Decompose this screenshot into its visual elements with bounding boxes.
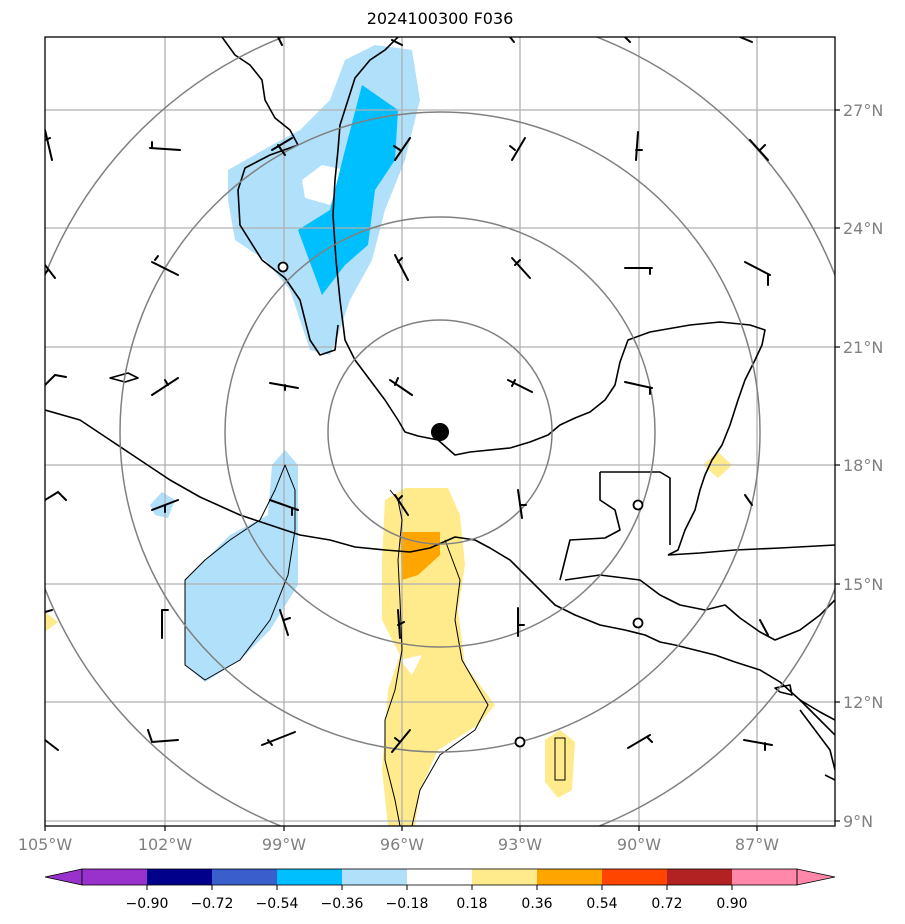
colorbar-tick-label: −0.54 [256,896,299,912]
latitude-labels: 27°N 24°N 21°N 18°N 15°N 12°N 9°N [843,101,883,831]
map-frame [44,36,836,827]
map-title: 2024100300 F036 [366,9,514,28]
lon-label: 96°W [380,835,424,854]
lat-label: 15°N [843,575,883,594]
colorbar-swatch [277,869,342,885]
lat-label: 9°N [843,812,873,831]
tick-marks [44,109,840,831]
storm-center-marker [431,423,449,441]
colorbar-tick-label: −0.18 [386,896,429,912]
lon-label: 90°W [617,835,661,854]
colorbar-swatch [472,869,537,885]
range-rings [45,37,835,826]
colorbar-swatch [537,869,602,885]
colorbar-tick-label: −0.72 [191,896,234,912]
lat-label: 12°N [843,693,883,712]
graticule [45,37,835,826]
colorbar-swatch [667,869,732,885]
colorbar-tick-label: −0.36 [321,896,364,912]
colorbar-swatch [407,869,472,885]
colorbar-swatch [212,869,277,885]
colorbar-tick-label: 0.36 [521,896,552,912]
longitude-labels: 105°W 102°W 99°W 96°W 93°W 90°W 87°W [18,835,779,854]
lon-label: 102°W [138,835,193,854]
lon-label: 93°W [498,835,542,854]
lat-label: 21°N [843,338,883,357]
colorbar: −0.90 −0.72 −0.54 −0.36 −0.18 0.18 0.36 … [44,868,836,912]
colorbar-extend-low [44,868,83,886]
lon-label: 105°W [18,835,73,854]
colorbar-swatch [602,869,667,885]
colorbar-swatch [147,869,212,885]
colorbar-swatch [342,869,407,885]
lat-label: 27°N [843,101,883,120]
colorbar-tick-label: 0.18 [456,896,487,912]
colorbar-swatch [732,869,797,885]
station-markers [277,261,644,748]
lon-label: 87°W [735,835,779,854]
colorbar-tick-label: −0.90 [126,896,169,912]
lat-label: 24°N [843,219,883,238]
colorbar-tick-label: 0.72 [651,896,682,912]
colorbar-tick-label: 0.54 [586,896,617,912]
colorbar-swatch [82,869,147,885]
negative-field [150,45,420,682]
wind-barbs [45,37,773,753]
coastlines [45,37,835,826]
lat-label: 18°N [843,456,883,475]
colorbar-tick-label: 0.90 [716,896,747,912]
colorbar-extend-high [796,868,836,886]
lon-label: 99°W [262,835,306,854]
